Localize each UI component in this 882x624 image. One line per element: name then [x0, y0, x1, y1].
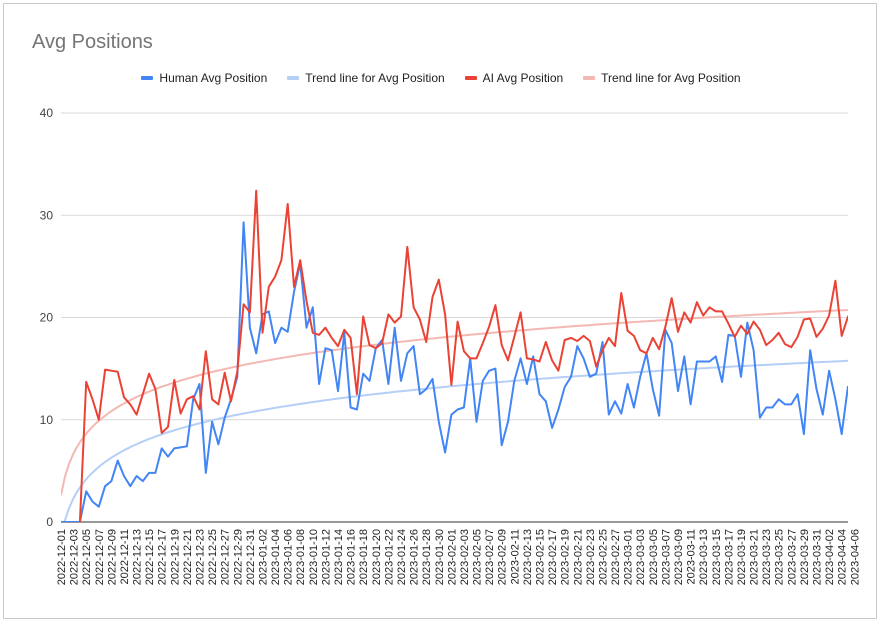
x-tick-label: 2023-01-16 — [346, 529, 358, 585]
x-tick-label: 2023-03-13 — [698, 529, 710, 585]
x-tick-label: 2022-12-03 — [69, 529, 81, 585]
x-tick-label: 2022-12-01 — [56, 529, 68, 585]
legend-item-ai[interactable]: AI Avg Position — [464, 71, 564, 85]
ai-avg-position-line — [78, 189, 848, 522]
legend-swatch-human-trend — [287, 76, 300, 80]
x-tick-label: 2023-02-03 — [459, 529, 471, 585]
x-tick-label: 2023-01-18 — [358, 529, 370, 585]
x-tick-label: 2023-03-15 — [711, 529, 723, 585]
x-tick-label: 2023-02-15 — [534, 529, 546, 585]
x-tick-label: 2022-12-13 — [132, 529, 144, 585]
x-tick-label: 2022-12-19 — [169, 529, 181, 585]
legend-swatch-human — [141, 76, 154, 80]
x-tick-label: 2023-03-03 — [635, 529, 647, 585]
x-tick-label: 2023-03-05 — [648, 529, 660, 585]
x-tick-label: 2023-03-01 — [623, 529, 635, 585]
x-tick-label: 2022-12-17 — [157, 529, 169, 585]
legend-swatch-ai-trend — [583, 76, 596, 80]
y-tick-label: 10 — [40, 413, 54, 427]
x-tick-label: 2023-02-21 — [572, 529, 584, 585]
chart-legend: Human Avg Position Trend line for Avg Po… — [0, 71, 882, 85]
x-tick-label: 2023-01-20 — [371, 529, 383, 585]
x-tick-label: 2022-12-07 — [94, 529, 106, 585]
chart-title: Avg Positions — [32, 31, 153, 53]
x-tick-label: 2023-03-23 — [761, 529, 773, 585]
human-trend-line — [63, 359, 848, 522]
legend-item-human-trend[interactable]: Trend line for Avg Position — [287, 71, 445, 85]
x-tick-label: 2023-02-11 — [509, 529, 521, 584]
x-tick-label: 2023-03-09 — [673, 529, 685, 585]
human-avg-position-line — [61, 221, 848, 522]
legend-item-ai-trend[interactable]: Trend line for Avg Position — [583, 71, 741, 85]
x-tick-label: 2023-01-14 — [333, 529, 345, 585]
x-tick-label: 2023-02-27 — [610, 529, 622, 585]
x-tick-label: 2023-01-02 — [257, 529, 269, 585]
x-tick-label: 2023-01-30 — [434, 529, 446, 585]
y-tick-label: 0 — [46, 515, 53, 529]
chart-frame — [3, 3, 877, 619]
x-tick-label: 2023-01-26 — [409, 529, 421, 585]
x-tick-label: 2023-03-31 — [812, 529, 824, 585]
legend-label-ai: AI Avg Position — [482, 71, 564, 85]
x-tick-label: 2023-02-01 — [446, 529, 458, 585]
x-tick-label: 2023-04-06 — [849, 529, 861, 585]
x-tick-label: 2023-03-17 — [723, 529, 735, 585]
ai-trend-line — [61, 309, 848, 496]
x-tick-label: 2023-03-25 — [774, 529, 786, 585]
x-tick-label: 2023-02-07 — [484, 529, 496, 585]
x-tick-label: 2023-01-06 — [283, 529, 295, 585]
x-tick-label: 2023-03-21 — [749, 529, 761, 585]
x-tick-label: 2023-04-04 — [837, 529, 849, 585]
x-tick-label: 2023-03-07 — [660, 529, 672, 585]
x-tick-label: 2022-12-29 — [232, 529, 244, 585]
legend-item-human[interactable]: Human Avg Position — [141, 71, 267, 85]
x-tick-label: 2022-12-23 — [195, 529, 207, 585]
x-tick-label: 2023-01-24 — [396, 529, 408, 585]
x-tick-label: 2022-12-11 — [119, 529, 131, 584]
x-tick-label: 2022-12-15 — [144, 529, 156, 585]
x-tick-label: 2023-03-11 — [686, 529, 698, 584]
x-tick-label: 2022-12-05 — [81, 529, 93, 585]
x-tick-label: 2023-03-29 — [799, 529, 811, 585]
x-tick-label: 2023-02-05 — [472, 529, 484, 585]
x-tick-label: 2022-12-31 — [245, 529, 257, 585]
legend-label-ai-trend: Trend line for Avg Position — [601, 71, 741, 85]
x-tick-label: 2023-02-25 — [597, 529, 609, 585]
x-tick-label: 2023-01-28 — [421, 529, 433, 585]
x-tick-label: 2023-01-10 — [308, 529, 320, 585]
x-tick-label: 2022-12-25 — [207, 529, 219, 585]
x-tick-label: 2023-02-23 — [585, 529, 597, 585]
legend-swatch-ai — [464, 76, 477, 80]
x-tick-label: 2023-02-13 — [522, 529, 534, 585]
x-tick-label: 2023-03-19 — [736, 529, 748, 585]
x-tick-label: 2023-02-17 — [547, 529, 559, 585]
x-tick-label: 2023-01-12 — [320, 529, 332, 585]
y-tick-label: 20 — [40, 311, 54, 325]
x-tick-label: 2023-02-19 — [560, 529, 572, 585]
x-tick-label: 2022-12-09 — [106, 529, 118, 585]
x-tick-label: 2023-03-27 — [786, 529, 798, 585]
y-tick-label: 40 — [40, 106, 54, 120]
x-tick-label: 2023-01-08 — [295, 529, 307, 585]
x-tick-label: 2022-12-27 — [220, 529, 232, 585]
x-tick-label: 2023-01-22 — [383, 529, 395, 585]
x-tick-label: 2023-04-02 — [824, 529, 836, 585]
legend-label-human: Human Avg Position — [159, 71, 268, 85]
y-tick-label: 30 — [40, 208, 54, 222]
x-tick-label: 2022-12-21 — [182, 529, 194, 585]
legend-label-human-trend: Trend line for Avg Position — [305, 71, 445, 85]
x-tick-label: 2023-02-09 — [497, 529, 509, 585]
x-tick-label: 2023-01-04 — [270, 529, 282, 585]
